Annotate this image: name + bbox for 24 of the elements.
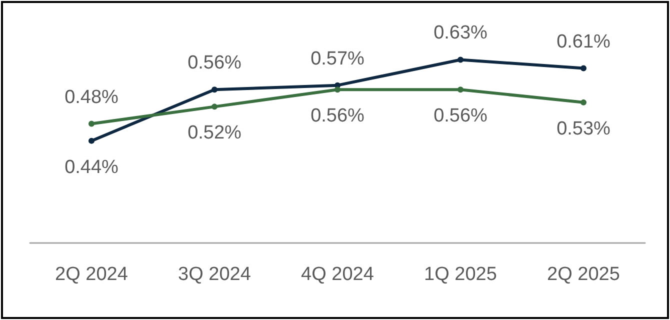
data-label: 0.48% xyxy=(64,86,119,108)
point xyxy=(580,99,586,106)
data-label: 0.57% xyxy=(310,48,365,70)
data-label: 0.56% xyxy=(188,52,242,74)
x-tick-label: 4Q 2024 xyxy=(301,264,374,285)
point xyxy=(334,86,340,93)
data-label: 0.56% xyxy=(310,106,365,127)
data-label: 0.44% xyxy=(64,156,119,178)
point xyxy=(458,56,464,63)
data-label: 0.63% xyxy=(434,22,488,44)
data-label: 0.56% xyxy=(434,106,488,127)
data-label: 0.52% xyxy=(188,122,242,144)
point xyxy=(458,86,464,93)
x-tick-label: 2Q 2024 xyxy=(55,264,128,285)
point xyxy=(88,138,94,144)
data-label: 0.53% xyxy=(556,118,611,140)
point xyxy=(580,65,586,72)
x-tick-label: 3Q 2024 xyxy=(178,264,252,285)
data-label: 0.61% xyxy=(556,31,611,52)
point xyxy=(88,120,94,127)
point xyxy=(212,86,218,93)
x-tick-label: 1Q 2025 xyxy=(424,264,497,285)
x-tick-label: 2Q 2025 xyxy=(547,264,620,285)
point xyxy=(212,104,218,110)
